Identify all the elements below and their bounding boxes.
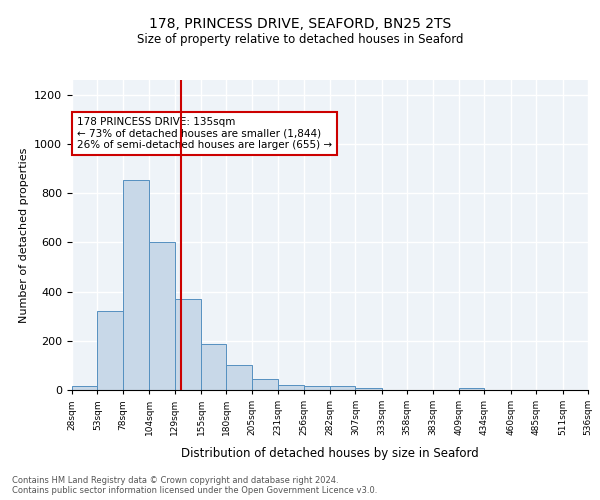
Text: 178 PRINCESS DRIVE: 135sqm
← 73% of detached houses are smaller (1,844)
26% of s: 178 PRINCESS DRIVE: 135sqm ← 73% of deta…	[77, 117, 332, 150]
Bar	[149, 242, 175, 390]
Bar	[278, 385, 304, 390]
Bar	[201, 344, 226, 390]
Y-axis label: Number of detached properties: Number of detached properties	[19, 148, 29, 322]
Bar	[355, 388, 382, 390]
Bar	[72, 386, 97, 390]
Text: Contains HM Land Registry data © Crown copyright and database right 2024.
Contai: Contains HM Land Registry data © Crown c…	[12, 476, 377, 495]
Bar	[330, 386, 355, 390]
Text: Size of property relative to detached houses in Seaford: Size of property relative to detached ho…	[137, 32, 463, 46]
Bar	[252, 379, 278, 390]
Bar	[304, 386, 330, 390]
Bar	[175, 299, 201, 390]
Bar	[97, 312, 123, 390]
Bar	[459, 388, 484, 390]
Bar	[123, 180, 149, 390]
Text: 178, PRINCESS DRIVE, SEAFORD, BN25 2TS: 178, PRINCESS DRIVE, SEAFORD, BN25 2TS	[149, 18, 451, 32]
X-axis label: Distribution of detached houses by size in Seaford: Distribution of detached houses by size …	[181, 446, 479, 460]
Bar	[226, 366, 252, 390]
